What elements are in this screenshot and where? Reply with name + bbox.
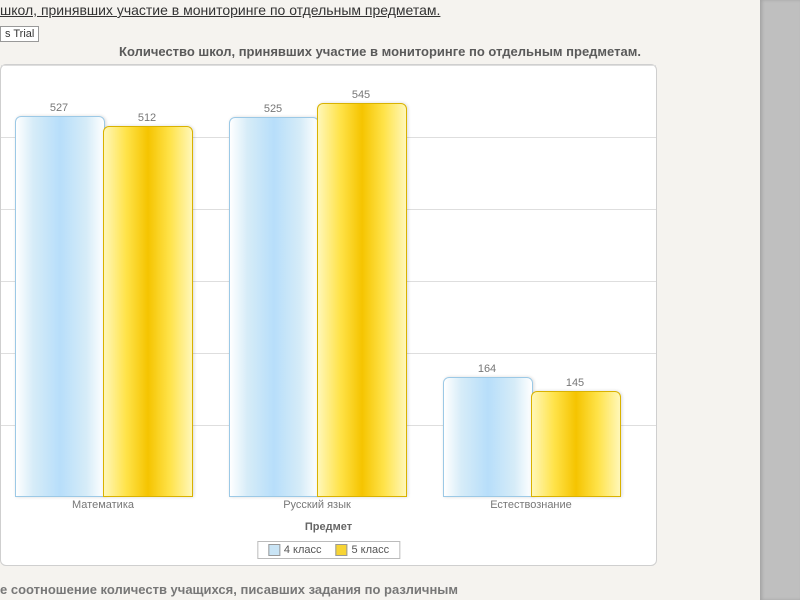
- bar-value-label: 545: [352, 89, 370, 101]
- bar-value-label: 527: [50, 102, 68, 114]
- chart-legend: 4 класс 5 класс: [257, 541, 400, 559]
- gridline: [1, 65, 656, 66]
- bar-5класс-1: [317, 103, 407, 497]
- cropped-bottom-fragment: е соотношение количеств учащихся, писавш…: [0, 582, 760, 597]
- category-label: Математика: [13, 499, 193, 511]
- right-gutter: [760, 0, 800, 600]
- cropped-heading-fragment: школ, принявших участие в мониторинге по…: [0, 2, 760, 24]
- chart-x-axis-label: Предмет: [1, 521, 656, 533]
- legend-item: 5 класс: [336, 544, 390, 556]
- bar-value-label: 145: [566, 377, 584, 389]
- legend-swatch: [268, 544, 280, 556]
- legend-item: 4 класс: [268, 544, 322, 556]
- trial-badge: s Trial: [0, 26, 39, 42]
- chart-plot-area: 527 512 525 545 164 145: [1, 65, 656, 497]
- bar-value-label: 164: [478, 363, 496, 375]
- bar-5класс-2: [531, 391, 621, 497]
- chart-container: 527 512 525 545 164 145 Математика Русский язы…: [0, 64, 657, 566]
- bar-value-label: 525: [264, 103, 282, 115]
- category-label: Русский язык: [227, 499, 407, 511]
- chart-category-labels: Математика Русский язык Естествознание: [1, 499, 656, 519]
- legend-swatch: [336, 544, 348, 556]
- category-label: Естествознание: [441, 499, 621, 511]
- bar-4класс-1: [229, 117, 319, 497]
- bar-4класс-2: [443, 377, 533, 497]
- bar-value-label: 512: [138, 112, 156, 124]
- bar-5класс-0: [103, 126, 193, 497]
- chart-title: Количество школ, принявших участие в мон…: [0, 44, 760, 59]
- bar-4класс-0: [15, 116, 105, 497]
